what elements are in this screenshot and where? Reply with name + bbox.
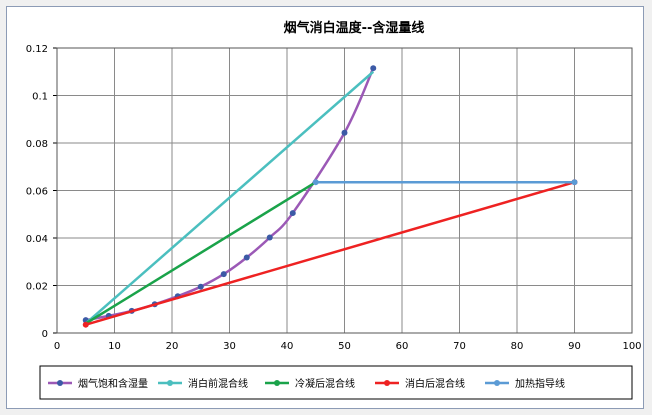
legend-label-3: 消白后混合线 (405, 377, 465, 390)
legend-marker-4 (494, 380, 500, 386)
y-tick-label: 0.12 (26, 44, 48, 55)
legend-label-0: 烟气饱和含湿量 (78, 377, 148, 390)
x-tick-label: 100 (622, 341, 641, 352)
series-point-0 (197, 283, 204, 290)
x-tick-label: 40 (281, 341, 294, 352)
y-tick-label: 0.1 (32, 92, 48, 103)
legend-label-4: 加热指导线 (515, 377, 565, 390)
series-line-1 (84, 70, 375, 325)
x-tick-label: 60 (396, 341, 409, 352)
series-point-0 (370, 65, 377, 72)
legend-marker-0 (57, 380, 63, 386)
axes: 0 10 20 30 40 50 60 70 80 90 100 0 0.02 0.04 0.06 0.08 0… (26, 44, 642, 352)
chart-frame (6, 6, 644, 409)
y-tick-label: 0.08 (26, 139, 48, 150)
y-tick-label: 0.02 (26, 282, 48, 293)
x-tick-label: 70 (453, 341, 466, 352)
x-tick-label: 30 (223, 341, 236, 352)
series-line-3 (85, 180, 575, 326)
legend-marker-3 (384, 380, 390, 386)
y-tick-label: 0.04 (26, 234, 48, 245)
chart-title: 烟气消白温度--含湿量线 (284, 20, 425, 36)
y-tick-label: 0 (42, 329, 48, 340)
series-point-0 (266, 234, 273, 241)
series-point-0 (220, 271, 227, 278)
x-tick-label: 20 (166, 341, 179, 352)
series-point-4 (312, 179, 319, 186)
legend-marker-1 (167, 380, 173, 386)
series-line-2 (85, 181, 317, 325)
legend-marker-2 (274, 380, 280, 386)
series-group (82, 65, 578, 328)
plot-area-border (56, 47, 633, 334)
series-point-0 (243, 254, 250, 261)
series-point-0 (341, 129, 348, 136)
legend-box (39, 365, 633, 400)
legend-label-2: 冷凝后混合线 (295, 377, 355, 390)
series-point-4 (571, 179, 578, 186)
x-tick-label: 0 (54, 341, 60, 352)
x-tick-label: 50 (338, 341, 351, 352)
legend: 烟气饱和含湿量 消白前混合线 冷凝后混合线 消白后混合线 加热指导线 (39, 365, 633, 400)
x-tick-label: 90 (568, 341, 581, 352)
series-point-3 (82, 321, 89, 328)
y-tick-label: 0.06 (26, 187, 48, 198)
x-tick-label: 80 (511, 341, 524, 352)
legend-label-1: 消白前混合线 (188, 377, 248, 390)
x-tick-label: 10 (108, 341, 121, 352)
series-point-0 (289, 210, 296, 217)
